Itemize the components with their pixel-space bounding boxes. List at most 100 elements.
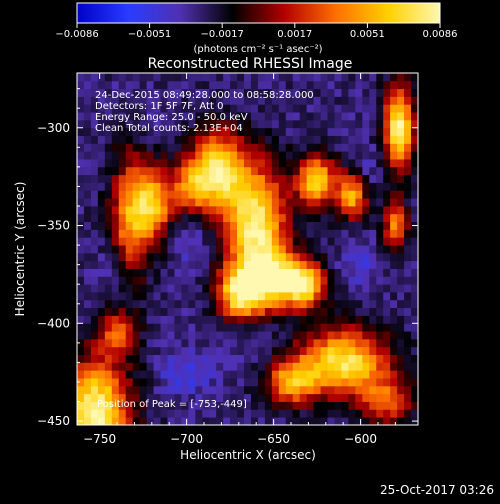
heatmap-pixel <box>257 80 266 90</box>
heatmap-pixel <box>369 292 377 301</box>
heatmap-pixel <box>90 198 99 207</box>
heatmap-pixel <box>237 73 245 82</box>
heatmap-pixel <box>202 80 210 90</box>
heatmap-pixel <box>97 346 106 355</box>
heatmap-pixel <box>104 229 113 238</box>
heatmap-pixel <box>202 166 210 176</box>
heatmap-pixel <box>327 213 335 223</box>
heatmap-pixel <box>223 315 231 324</box>
heatmap-pixel <box>411 370 418 379</box>
heatmap-pixel <box>216 315 224 324</box>
heatmap-pixel <box>160 323 168 332</box>
heatmap-pixel <box>97 190 106 199</box>
heatmap-pixel <box>355 284 363 293</box>
heatmap-pixel <box>362 260 370 269</box>
heatmap-pixel <box>146 159 154 168</box>
heatmap-pixel <box>104 268 113 277</box>
heatmap-pixel <box>341 237 349 246</box>
heatmap-pixel <box>188 190 196 199</box>
heatmap-pixel <box>153 385 161 395</box>
heatmap-pixel <box>250 409 259 418</box>
heatmap-pixel <box>195 80 203 90</box>
heatmap-pixel <box>285 166 294 176</box>
heatmap-pixel <box>383 96 391 105</box>
heatmap-pixel <box>376 182 384 191</box>
heatmap-pixel <box>292 135 301 144</box>
heatmap-pixel <box>139 378 147 387</box>
heatmap-pixel <box>90 174 99 183</box>
heatmap-pixel <box>202 73 210 82</box>
heatmap-pixel <box>383 88 391 97</box>
heatmap-pixel <box>257 104 266 113</box>
heatmap-pixel <box>237 159 245 168</box>
heatmap-pixel <box>97 119 106 129</box>
heatmap-pixel <box>320 268 328 277</box>
heatmap-pixel <box>257 112 266 121</box>
heatmap-pixel <box>250 299 259 309</box>
heatmap-pixel <box>139 315 147 324</box>
heatmap-pixel <box>390 315 398 324</box>
heatmap-pixel <box>223 370 231 379</box>
heatmap-pixel <box>285 417 294 425</box>
heatmap-pixel <box>341 378 349 387</box>
heatmap-pixel <box>341 401 349 410</box>
heatmap-pixel <box>230 159 238 168</box>
heatmap-pixel <box>271 159 280 168</box>
heatmap-pixel <box>83 151 92 160</box>
heatmap-pixel <box>383 127 391 136</box>
heatmap-pixel <box>341 213 349 223</box>
heatmap-pixel <box>285 151 294 160</box>
heatmap-pixel <box>153 417 161 425</box>
heatmap-pixel <box>244 338 252 348</box>
heatmap-pixel <box>376 104 384 113</box>
heatmap-pixel <box>237 237 245 246</box>
heatmap-pixel <box>341 268 349 277</box>
heatmap-pixel <box>383 307 391 316</box>
heatmap-pixel <box>132 252 141 262</box>
heatmap-pixel <box>244 315 252 324</box>
heatmap-pixel <box>348 198 356 207</box>
heatmap-pixel <box>376 151 384 160</box>
heatmap-pixel <box>195 198 203 207</box>
heatmap-pixel <box>90 213 99 223</box>
heatmap-pixel <box>313 159 321 168</box>
heatmap-pixel <box>146 135 154 144</box>
heatmap-pixel <box>369 354 377 363</box>
heatmap-pixel <box>257 182 266 191</box>
heatmap-pixel <box>264 354 273 363</box>
heatmap-pixel <box>376 229 384 238</box>
heatmap-pixel <box>341 159 349 168</box>
heatmap-pixel <box>383 284 391 293</box>
heatmap-pixel <box>209 119 217 129</box>
heatmap-pixel <box>376 401 384 410</box>
heatmap-pixel <box>341 362 349 371</box>
heatmap-pixel <box>244 159 252 168</box>
heatmap-pixel <box>188 229 196 238</box>
heatmap-pixel <box>146 198 154 207</box>
heatmap-pixel <box>181 221 189 230</box>
heatmap-pixel <box>348 159 356 168</box>
heatmap-pixel <box>257 393 266 402</box>
heatmap-pixel <box>397 237 405 246</box>
heatmap-pixel <box>97 73 106 82</box>
heatmap-pixel <box>223 119 231 129</box>
heatmap-pixel <box>111 338 120 348</box>
heatmap-pixel <box>174 182 182 191</box>
heatmap-pixel <box>174 346 182 355</box>
heatmap-pixel <box>383 221 391 230</box>
heatmap-pixel <box>397 401 405 410</box>
heatmap-pixel <box>271 229 280 238</box>
heatmap-pixel <box>195 119 203 129</box>
heatmap-pixel <box>97 182 106 191</box>
heatmap-pixel <box>97 88 106 97</box>
heatmap-pixel <box>285 307 294 316</box>
heatmap-pixel <box>390 245 398 254</box>
heatmap-pixel <box>320 315 328 324</box>
heatmap-pixel <box>383 190 391 199</box>
heatmap-pixel <box>341 73 349 82</box>
heatmap-pixel <box>216 323 224 332</box>
heatmap-pixel <box>271 221 280 230</box>
heatmap-pixel <box>313 409 321 418</box>
heatmap-pixel <box>209 237 217 246</box>
heatmap-pixel <box>83 159 92 168</box>
